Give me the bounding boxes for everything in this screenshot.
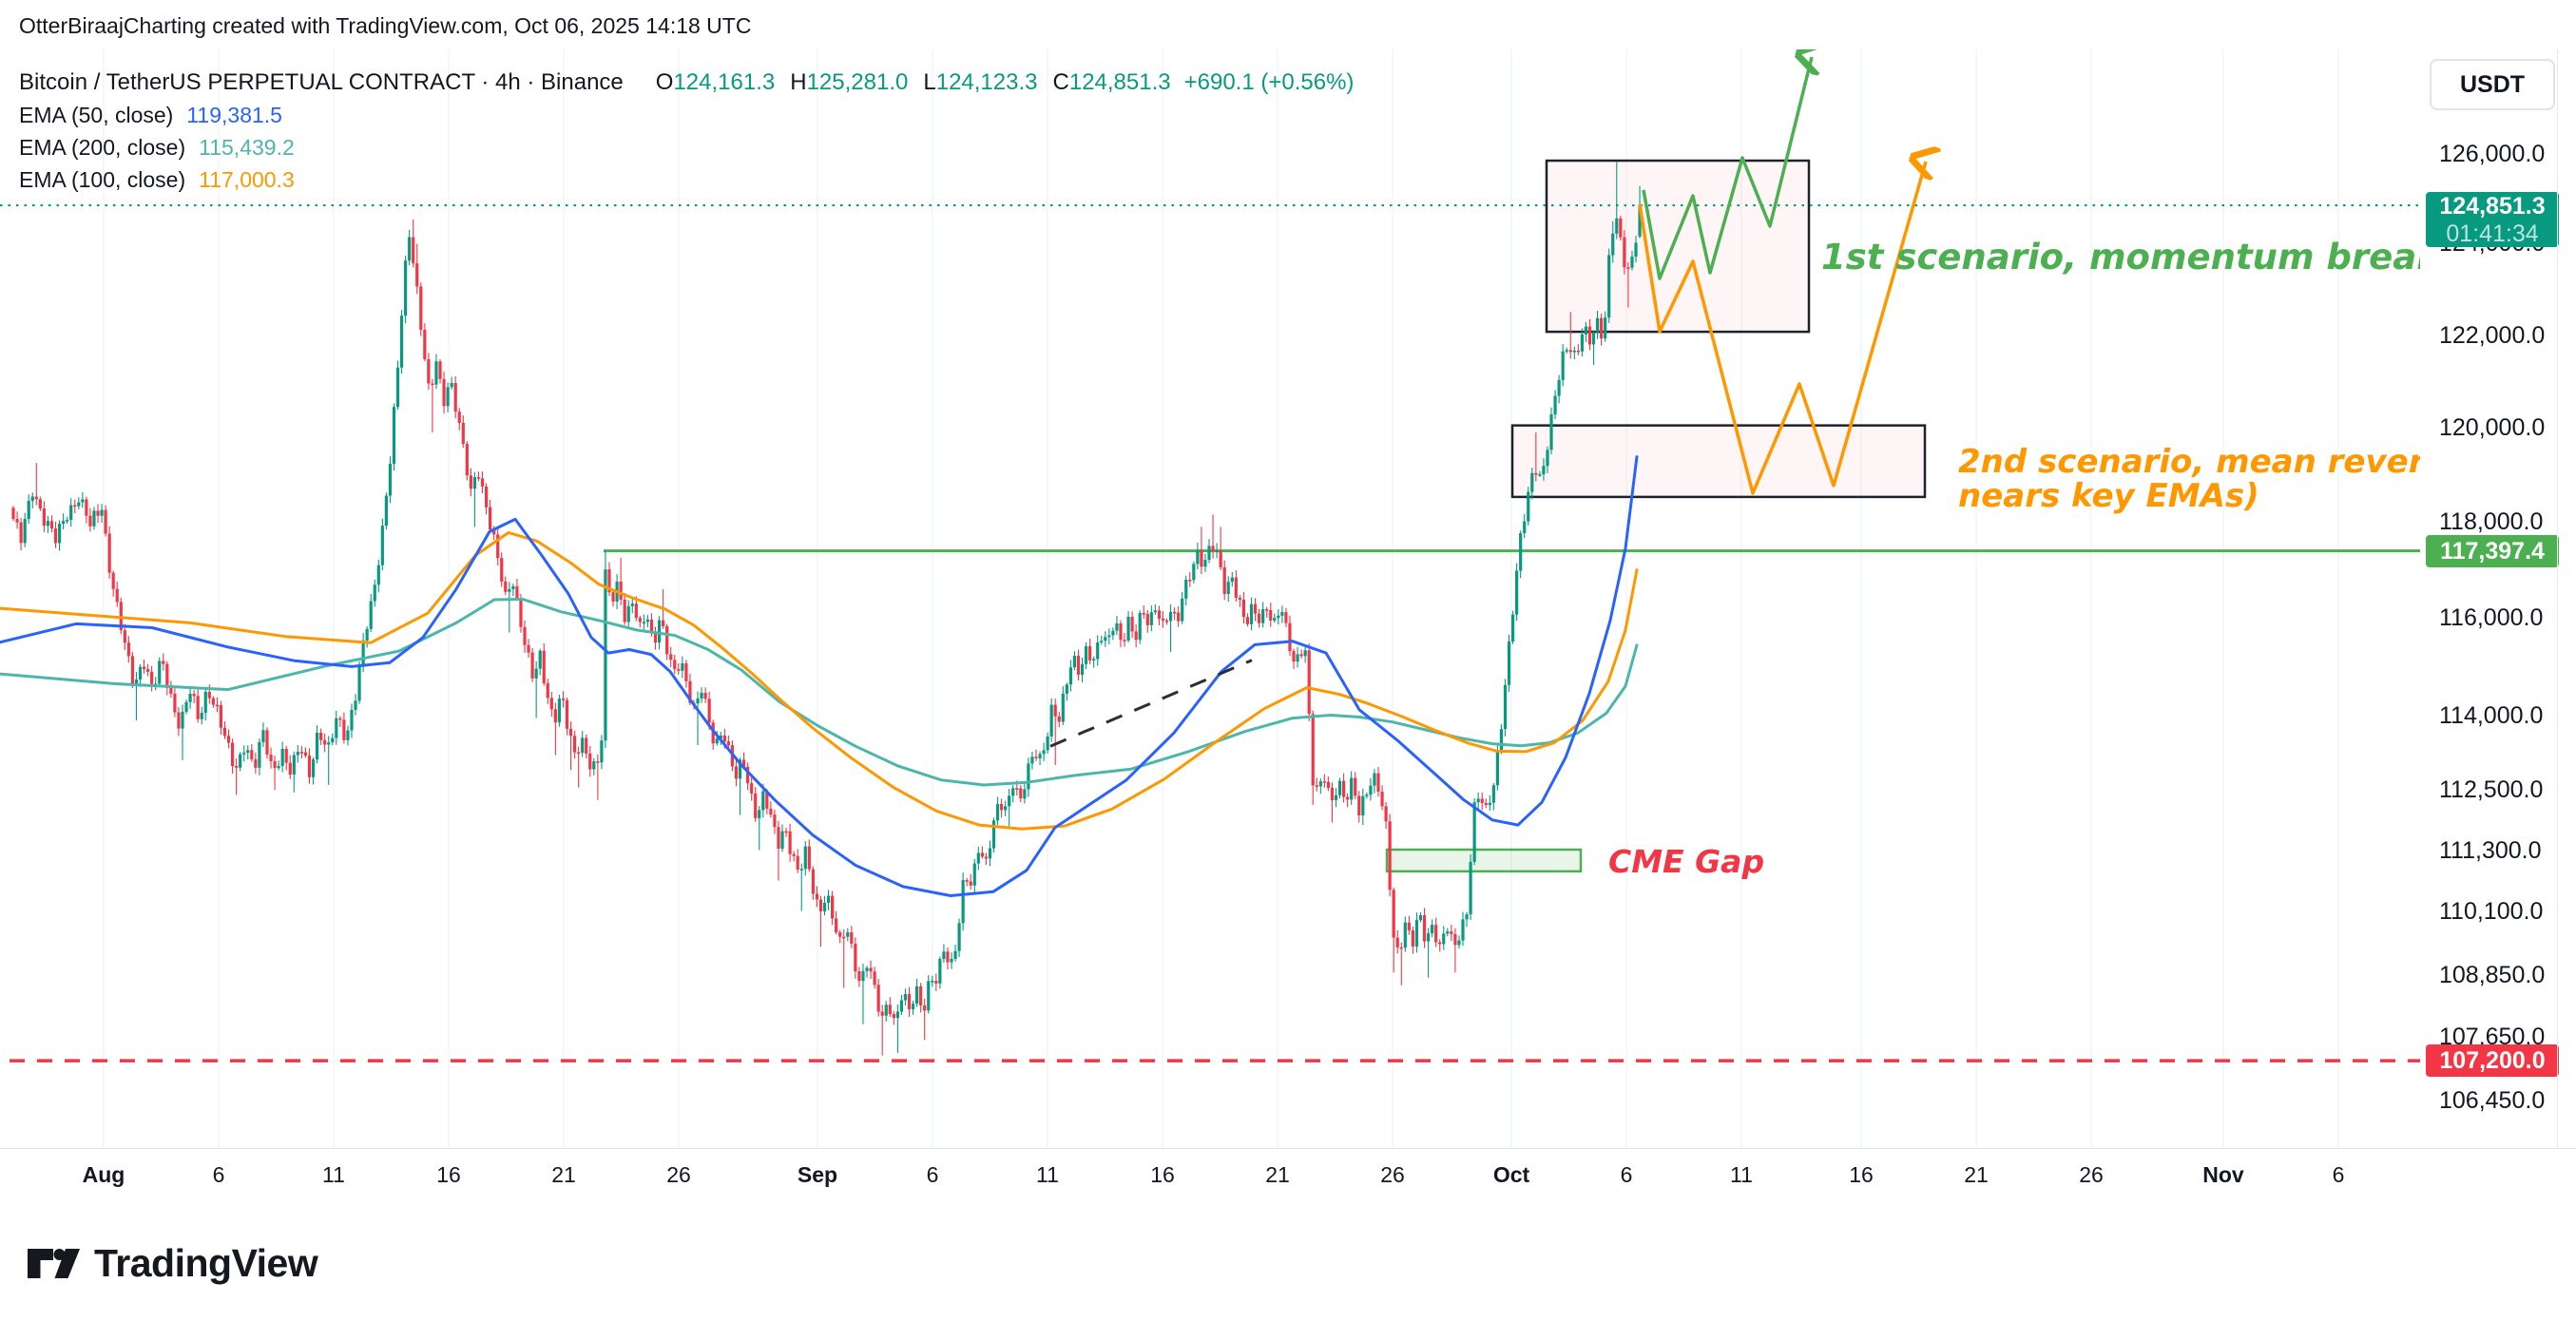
indicator-value: 117,000.3 <box>199 166 295 192</box>
time-axis-label: Oct <box>1492 1162 1530 1187</box>
scenario2-label-line1: 2nd scenario, mean reversion <box>1958 443 2420 481</box>
ema100-line <box>0 530 1639 831</box>
momentum-breakout-box[interactable] <box>1545 159 1811 334</box>
price-axis-label: 120,000.0 <box>2439 414 2546 442</box>
price-chart[interactable]: 1st scenario, momentum breakout 2nd scena… <box>0 49 2420 1148</box>
time-axis-label: 6 <box>212 1162 225 1187</box>
price-axis-label: 126,000.0 <box>2439 141 2546 167</box>
time-axis-label: 6 <box>2332 1162 2345 1187</box>
scenario1-label: 1st scenario, momentum breakout <box>1821 237 2420 278</box>
scenario1-green-path[interactable] <box>1642 57 1812 280</box>
time-axis-label: 26 <box>1380 1162 1405 1187</box>
price-axis-label: 111,300.0 <box>2439 836 2542 864</box>
close-label: C <box>1052 69 1069 95</box>
time-axis-label: 6 <box>926 1162 939 1187</box>
time-axis-label: 21 <box>1265 1162 1290 1187</box>
change-value: +690.1 (+0.56%) <box>1183 69 1355 95</box>
time-axis-label: 11 <box>1730 1162 1753 1187</box>
open-label: O <box>655 69 674 95</box>
time-axis-label: 21 <box>551 1162 576 1187</box>
high-value: 125,281.0 <box>806 69 909 95</box>
cme-gap-box[interactable] <box>1385 848 1583 873</box>
price-axis-label: 106,450.0 <box>2439 1086 2546 1114</box>
price-scale[interactable]: USDT 126,000.0124,000.0122,000.0120,000.… <box>2420 49 2576 1148</box>
scenario2-label-line2: nears key EMAs) <box>1958 477 2259 515</box>
close-value: 124,851.3 <box>1068 69 1171 95</box>
price-axis-label: 122,000.0 <box>2439 321 2546 349</box>
high-label: H <box>790 69 807 95</box>
candles-down <box>11 216 1630 1056</box>
ohlc-values: O 124,161.3 H 125,281.0 L 124,123.3 C 124,85… <box>641 69 1355 96</box>
time-axis-label: 11 <box>1036 1162 1059 1187</box>
chart-legend: Bitcoin / TetherUS PERPETUAL CONTRACT · … <box>19 67 1354 196</box>
symbol-title: Bitcoin / TetherUS PERPETUAL CONTRACT · … <box>19 69 624 95</box>
tradingview-logo-text: TradingView <box>94 1241 318 1285</box>
indicator-value: 115,439.2 <box>199 134 295 160</box>
candles-up <box>23 161 1642 1053</box>
time-axis-label: 16 <box>1150 1162 1175 1187</box>
scenario2-orange-path[interactable] <box>1638 162 1926 495</box>
price-axis-label: 110,100.0 <box>2439 897 2544 925</box>
time-axis-label: 6 <box>1620 1162 1633 1187</box>
time-axis-label: 26 <box>2079 1162 2104 1187</box>
time-axis-label: 16 <box>436 1162 461 1187</box>
current-price-badge: 124,851.3 01:41:34 <box>2426 192 2559 248</box>
cme-gap-label: CME Gap <box>1608 843 1764 880</box>
time-axis-label: 21 <box>1964 1162 1989 1187</box>
low-label: L <box>923 69 936 95</box>
indicator-row-emaundefined[interactable]: EMA (50, close) 119,381.5 <box>19 99 1354 131</box>
indicator-value: 119,381.5 <box>186 102 282 127</box>
ema200-line <box>0 598 1639 787</box>
price-axis-label: 118,000.0 <box>2439 508 2544 536</box>
currency-toggle-button[interactable]: USDT <box>2430 59 2555 110</box>
indicator-label: EMA (200, close) <box>19 134 186 160</box>
time-axis-label: Nov <box>2202 1162 2244 1187</box>
price-axis-label: 108,850.0 <box>2439 961 2546 988</box>
chart-pane[interactable]: 1st scenario, momentum breakout 2nd scena… <box>0 49 2420 1148</box>
time-axis[interactable]: Aug 6 11 16 21 26 Sep 6 11 16 21 26 Oct 6 11 16 21 26 Nov 6 <box>0 1148 2576 1204</box>
symbol-row[interactable]: Bitcoin / TetherUS PERPETUAL CONTRACT · … <box>19 67 1354 99</box>
indicator-row-emaundefined[interactable]: EMA (200, close) 115,439.2 <box>19 131 1354 163</box>
hline-price-badge: 117,397.4 <box>2426 534 2559 567</box>
time-axis-label: Aug <box>82 1162 125 1187</box>
mean-reversion-box[interactable] <box>1510 424 1927 499</box>
dashed-price-badge: 107,200.0 <box>2426 1044 2559 1078</box>
tradingview-logo-icon <box>28 1249 80 1278</box>
time-axis-label: 11 <box>322 1162 345 1187</box>
attribution-text: OtterBiraajCharting created with Trading… <box>19 13 752 38</box>
time-axis-label: 16 <box>1849 1162 1874 1187</box>
price-axis-label: 114,000.0 <box>2439 701 2544 729</box>
indicator-row-emaundefined[interactable]: EMA (100, close) 117,000.3 <box>19 163 1354 196</box>
attribution-bar: OtterBiraajCharting created with Trading… <box>0 0 2576 49</box>
scale-right-border <box>2557 49 2558 1148</box>
price-axis-label: 116,000.0 <box>2439 604 2544 632</box>
low-value: 124,123.3 <box>935 69 1038 95</box>
indicator-label: EMA (50, close) <box>19 102 174 127</box>
price-axis-label: 112,500.0 <box>2439 776 2544 804</box>
time-axis-label: 26 <box>666 1162 691 1187</box>
ema50-line <box>0 455 1639 897</box>
open-value: 124,161.3 <box>673 69 776 95</box>
dashed-trendline[interactable] <box>1049 659 1253 748</box>
tradingview-logo[interactable]: TradingView <box>27 1241 318 1286</box>
time-axis-label: Sep <box>797 1162 838 1187</box>
indicator-label: EMA (100, close) <box>19 166 186 192</box>
